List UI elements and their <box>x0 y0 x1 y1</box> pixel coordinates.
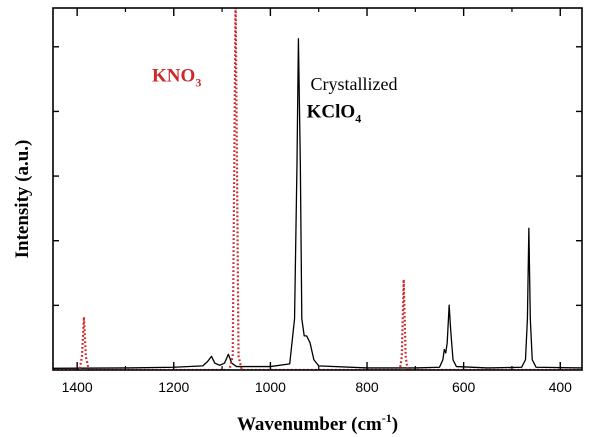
x-tick-label: 600 <box>452 379 476 395</box>
x-axis-title-close: ) <box>392 414 398 435</box>
annotation-kclo: KClO4 <box>307 101 362 125</box>
x-axis-title-sup: -1 <box>382 411 392 425</box>
series-kno3-line <box>53 8 582 370</box>
plot-frame <box>52 7 583 371</box>
x-tick-label: 800 <box>355 379 379 395</box>
y-axis-title: Intensity (a.u.) <box>12 140 33 259</box>
x-tick-label: 1200 <box>158 379 189 395</box>
x-tick-label: 1400 <box>62 379 93 395</box>
annotations-group: KNO3 Crystallized KClO4 <box>152 65 397 125</box>
x-axis-title-main: Wavenumber (cm <box>237 414 382 435</box>
series-kclo4-line <box>53 38 582 369</box>
annotation-crystallized: Crystallized <box>310 74 397 94</box>
x-tick-label: 400 <box>549 379 573 395</box>
series-group <box>53 8 582 370</box>
x-axis-title: Wavenumber (cm-1) <box>237 411 398 435</box>
annotation-kno: KNO3 <box>152 65 201 89</box>
x-tick-label: 1000 <box>255 379 286 395</box>
ticks-group: 1400 1200 1000 800 600 400 <box>53 8 582 395</box>
